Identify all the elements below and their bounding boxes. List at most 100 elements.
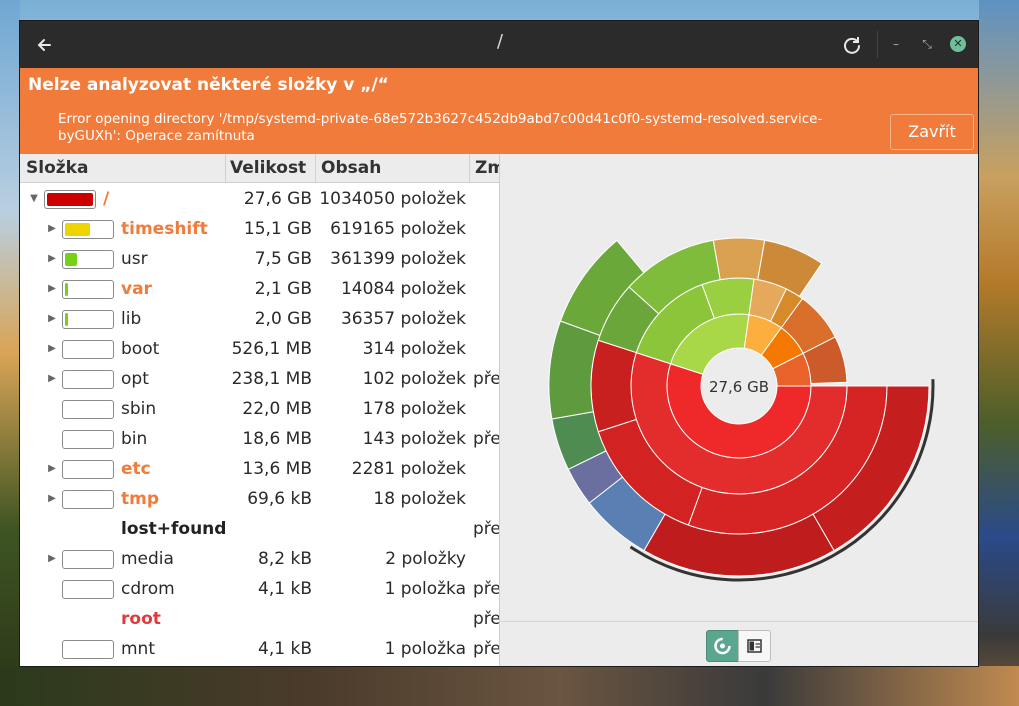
column-header-size[interactable]: Velikost bbox=[226, 154, 316, 182]
folder-name: var bbox=[121, 279, 152, 299]
desktop-background-right bbox=[979, 0, 1019, 706]
infobar-close-button[interactable]: Zavřít bbox=[890, 114, 974, 150]
folder-size: 69,6 kB bbox=[247, 489, 312, 509]
go-back-icon[interactable] bbox=[32, 32, 58, 58]
folder-size: 22,0 MB bbox=[242, 399, 312, 419]
expand-arrow-icon[interactable]: ▶ bbox=[48, 343, 56, 354]
tree-row[interactable]: ▶ lib 2,0 GB 36357 položek bbox=[20, 304, 499, 334]
treemap-icon[interactable] bbox=[738, 630, 771, 662]
folder-size: 2,0 GB bbox=[254, 309, 312, 329]
folder-name: lib bbox=[121, 309, 142, 329]
folder-modified: pře bbox=[473, 579, 499, 599]
usage-bar bbox=[62, 370, 114, 389]
ring-segment[interactable] bbox=[757, 239, 823, 298]
tree-row[interactable]: ▶ opt 238,1 MB 102 položek pře bbox=[20, 364, 499, 394]
folder-contents: 143 položek bbox=[362, 429, 466, 449]
expand-arrow-icon[interactable]: ▶ bbox=[48, 553, 56, 564]
folder-modified: pře bbox=[473, 609, 499, 629]
folder-contents: 361399 položek bbox=[330, 249, 466, 269]
usage-bar-fill bbox=[65, 313, 69, 326]
folder-modified: pře bbox=[473, 639, 499, 659]
folder-contents: 1034050 položek bbox=[319, 189, 466, 209]
usage-bar bbox=[62, 490, 114, 509]
tree-row[interactable]: ▶ timeshift 15,1 GB 619165 položek bbox=[20, 214, 499, 244]
column-header-contents[interactable]: Obsah bbox=[316, 154, 470, 182]
folder-modified: pře bbox=[473, 369, 499, 389]
minimize-button[interactable]: – bbox=[893, 37, 899, 51]
collapse-arrow-icon[interactable]: ▼ bbox=[30, 193, 38, 204]
tree-row[interactable]: lost+found pře bbox=[20, 514, 499, 544]
infobar-title: Nelze analyzovat některé složky v „/“ bbox=[28, 75, 389, 95]
folder-name: bin bbox=[121, 429, 148, 449]
expand-arrow-icon[interactable]: ▶ bbox=[48, 493, 56, 504]
folder-contents: 619165 položek bbox=[330, 219, 466, 239]
folder-name: mnt bbox=[121, 639, 155, 659]
usage-bar-fill bbox=[65, 223, 91, 236]
folder-name: etc bbox=[121, 459, 151, 479]
folder-contents: 314 položek bbox=[362, 339, 466, 359]
folder-size: 13,6 MB bbox=[242, 459, 312, 479]
view-switcher-bar bbox=[500, 621, 978, 666]
tree-row[interactable]: mnt 4,1 kB 1 položka pře bbox=[20, 634, 499, 664]
folder-name: timeshift bbox=[121, 219, 208, 239]
refresh-icon[interactable] bbox=[839, 32, 865, 58]
usage-bar bbox=[62, 400, 114, 419]
folder-contents: 178 položek bbox=[362, 399, 466, 419]
infobar-message: Error opening directory '/tmp/systemd-pr… bbox=[58, 111, 823, 144]
tree-header: Složka Velikost Obsah Změ bbox=[20, 154, 499, 183]
ring-chart[interactable]: 27,6 GB bbox=[500, 154, 978, 622]
ring-center[interactable] bbox=[702, 349, 776, 423]
expand-arrow-icon[interactable]: ▶ bbox=[48, 223, 56, 234]
folder-name: opt bbox=[121, 369, 149, 389]
usage-bar bbox=[62, 310, 114, 329]
expand-arrow-icon[interactable]: ▶ bbox=[48, 283, 56, 294]
folder-name: usr bbox=[121, 249, 148, 269]
close-window-button[interactable]: ✕ bbox=[950, 36, 966, 52]
tree-row[interactable]: ▼ / 27,6 GB 1034050 položek bbox=[20, 184, 499, 214]
tree-row[interactable]: ▶ var 2,1 GB 14084 položek bbox=[20, 274, 499, 304]
folder-contents: 1 položka bbox=[384, 639, 466, 659]
ring-segment[interactable] bbox=[559, 239, 645, 337]
column-header-modified[interactable]: Změ bbox=[475, 158, 499, 178]
folder-name: boot bbox=[121, 339, 160, 359]
titlebar: / – ⤡ ✕ bbox=[20, 21, 978, 68]
tree-row[interactable]: ▶ etc 13,6 MB 2281 položek bbox=[20, 454, 499, 484]
tree-row[interactable]: ▶ boot 526,1 MB 314 položek bbox=[20, 334, 499, 364]
folder-name: lost+found bbox=[121, 519, 227, 539]
ring-segment[interactable] bbox=[802, 336, 848, 385]
expand-arrow-icon[interactable]: ▶ bbox=[48, 253, 56, 264]
folder-size: 7,5 GB bbox=[254, 249, 312, 269]
pane-separator[interactable] bbox=[499, 154, 500, 666]
folder-name: root bbox=[121, 609, 161, 629]
folder-modified: pře bbox=[473, 519, 499, 539]
column-header-folder[interactable]: Složka bbox=[20, 154, 226, 182]
tree-row[interactable]: ▶ tmp 69,6 kB 18 položek bbox=[20, 484, 499, 514]
usage-bar bbox=[62, 280, 114, 299]
folder-contents: 102 položek bbox=[362, 369, 466, 389]
folder-tree: Složka Velikost Obsah Změ ▼ / 27,6 GB 10340… bbox=[20, 154, 499, 666]
folder-contents: 1 položka bbox=[384, 579, 466, 599]
tree-row[interactable]: sbin 22,0 MB 178 položek bbox=[20, 394, 499, 424]
usage-bar bbox=[62, 340, 114, 359]
maximize-button[interactable]: ⤡ bbox=[922, 37, 932, 51]
expand-arrow-icon[interactable]: ▶ bbox=[48, 313, 56, 324]
usage-bar bbox=[62, 550, 114, 569]
ring-chart-icon[interactable] bbox=[706, 630, 739, 662]
tree-row[interactable]: root pře bbox=[20, 604, 499, 634]
folder-size: 238,1 MB bbox=[231, 369, 312, 389]
folder-size: 526,1 MB bbox=[231, 339, 312, 359]
tree-row[interactable]: ▶ usr 7,5 GB 361399 položek bbox=[20, 244, 499, 274]
tree-row[interactable]: cdrom 4,1 kB 1 položka pře bbox=[20, 574, 499, 604]
folder-size: 18,6 MB bbox=[242, 429, 312, 449]
expand-arrow-icon[interactable]: ▶ bbox=[48, 463, 56, 474]
expand-arrow-icon[interactable]: ▶ bbox=[48, 373, 56, 384]
error-infobar: Nelze analyzovat některé složky v „/“ Er… bbox=[20, 68, 978, 154]
folder-size: 4,1 kB bbox=[258, 579, 312, 599]
usage-bar bbox=[62, 460, 114, 479]
ring-depth-indicator bbox=[629, 379, 935, 582]
ring-segment[interactable] bbox=[590, 339, 637, 433]
ring-segment[interactable] bbox=[712, 237, 766, 281]
tree-row[interactable]: bin 18,6 MB 143 položek pře bbox=[20, 424, 499, 454]
tree-row[interactable]: ▶ media 8,2 kB 2 položky bbox=[20, 544, 499, 574]
disk-usage-analyzer-window: / – ⤡ ✕ Nelze analyzovat některé složky … bbox=[19, 20, 979, 667]
